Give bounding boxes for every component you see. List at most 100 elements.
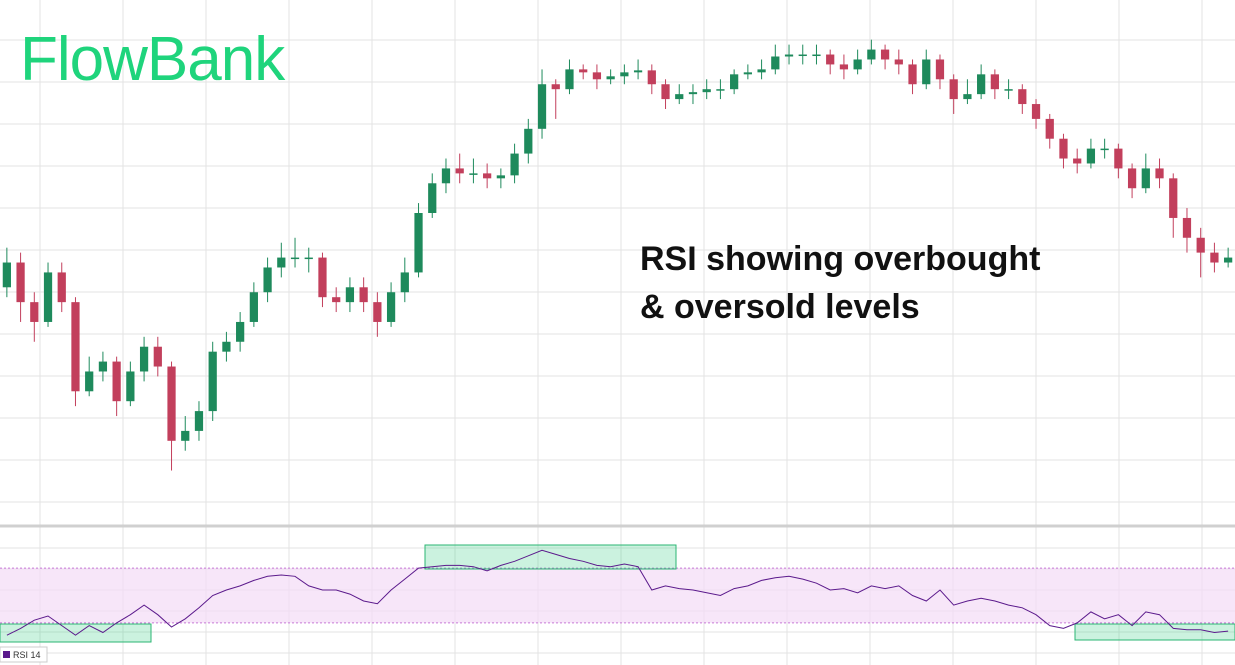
candle-body [359, 287, 368, 303]
candle-body [1018, 89, 1027, 105]
candle-body [249, 292, 258, 322]
candle-body [1169, 178, 1178, 218]
oversold-highlight [0, 623, 152, 643]
candle-body [373, 302, 382, 322]
candle-body [1100, 148, 1109, 151]
candle-body [894, 59, 903, 65]
candle-body [730, 74, 739, 90]
candle-body [1031, 104, 1041, 119]
candle-body [43, 272, 53, 322]
candle-body [1155, 168, 1164, 179]
candle-body [98, 361, 108, 372]
candle-body [743, 72, 752, 75]
candle-body [222, 341, 231, 352]
candle-body [757, 69, 766, 73]
candle-body [716, 89, 725, 91]
candle-body [839, 64, 849, 70]
candle-body [1045, 118, 1054, 139]
candle-body [386, 292, 396, 322]
candle-body [510, 153, 519, 176]
annotation: & oversold levels [640, 288, 920, 326]
candle-body [1004, 89, 1013, 91]
candle-body [1114, 148, 1123, 169]
candle-body [551, 84, 560, 90]
candle-body [277, 257, 286, 268]
candle-body [867, 49, 876, 60]
candle-body [483, 173, 492, 179]
candle-body [236, 321, 245, 342]
candle-body [2, 262, 11, 288]
candle-body [1210, 252, 1219, 263]
candle-body [565, 69, 574, 90]
candle-body [85, 371, 94, 392]
rsi-line [6, 549, 1229, 636]
oversold-highlight [1074, 623, 1235, 641]
candle-body [167, 366, 176, 441]
candle-body [208, 351, 217, 412]
candle-body [318, 257, 327, 298]
logo: FlowBank [20, 25, 286, 94]
candle-body [30, 302, 39, 322]
candle-body [592, 72, 602, 80]
candle-body [126, 371, 135, 402]
candle-body [71, 302, 80, 392]
candle-body [414, 213, 423, 273]
candle-body [647, 70, 656, 85]
candle-body [798, 54, 807, 57]
candle-body [304, 257, 313, 260]
candle-body [428, 183, 437, 213]
candle-body [1141, 168, 1150, 189]
candle-body [1182, 217, 1192, 238]
candle-body [579, 69, 588, 73]
rsi-band [0, 568, 1235, 623]
candle-body [784, 54, 794, 57]
candle-body [606, 76, 615, 80]
annotation: RSI showing overbought [640, 240, 1040, 278]
candle-body [139, 346, 149, 372]
candle-body [290, 257, 300, 260]
candle-body [1196, 237, 1205, 253]
candle-body [812, 54, 821, 57]
legend [0, 646, 48, 663]
candle-body [332, 297, 341, 303]
candle-body [853, 59, 862, 70]
candle-body [1224, 257, 1233, 263]
candle-body [345, 287, 355, 303]
candle-body [880, 49, 890, 60]
candle-body [469, 173, 478, 175]
candle-body [702, 89, 711, 93]
candle-body [771, 56, 780, 70]
candle-body [57, 272, 66, 303]
candle-body [935, 59, 945, 80]
legend-label: RSI 14 [13, 650, 41, 660]
candle-body [963, 94, 972, 100]
candle-body [1086, 148, 1096, 164]
candle-body [620, 72, 629, 77]
candle-body [112, 361, 121, 402]
candle-body [181, 430, 190, 441]
candle-body [990, 74, 999, 90]
candle-body [194, 411, 204, 431]
legend-swatch [3, 651, 10, 658]
candle-body [633, 70, 643, 73]
candle-body [496, 175, 505, 179]
candle-body [263, 267, 272, 293]
candle-body [661, 84, 670, 100]
candle-body [826, 54, 835, 65]
candle-body [688, 92, 698, 95]
overbought-highlight [424, 544, 677, 570]
candle-body [16, 262, 25, 303]
candle-body [675, 94, 684, 100]
candle-body [977, 74, 986, 95]
candle-body [922, 59, 931, 85]
candle-body [400, 272, 409, 293]
candle-body [537, 84, 547, 129]
candle-body [153, 346, 162, 367]
candle-body [1073, 158, 1082, 164]
candle-body [908, 64, 917, 85]
candle-body [441, 168, 451, 184]
candle-body [1059, 138, 1068, 159]
candle-body [524, 128, 533, 154]
candle-body [949, 79, 958, 100]
